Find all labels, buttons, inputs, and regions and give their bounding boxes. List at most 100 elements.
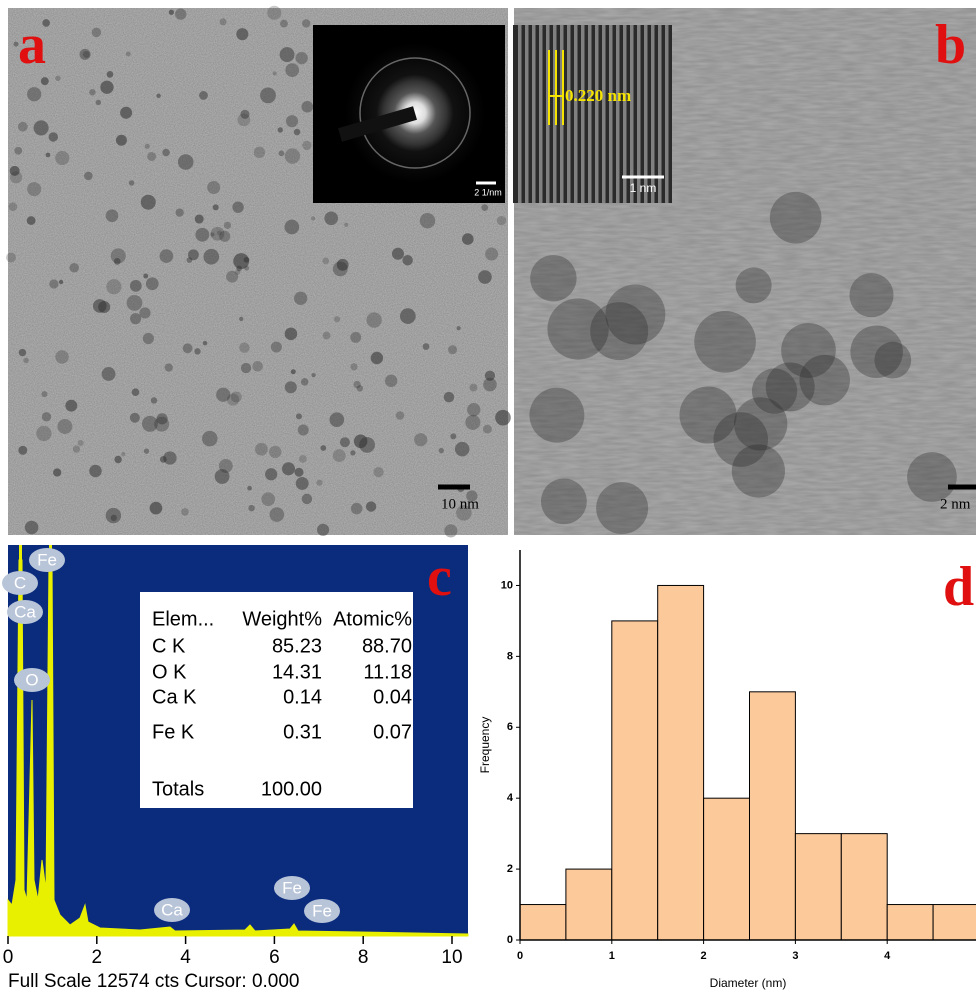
particle	[116, 135, 127, 146]
particle	[420, 213, 435, 228]
particle	[530, 255, 576, 301]
bar	[658, 585, 704, 940]
particle	[273, 71, 277, 75]
particle	[57, 419, 72, 434]
particle	[240, 110, 249, 119]
particle	[84, 172, 93, 181]
peak-label: Fe	[282, 878, 302, 897]
particle	[286, 115, 298, 127]
fringe	[525, 25, 529, 203]
particle	[169, 10, 174, 15]
y-axis-label: Frequency	[478, 717, 492, 774]
particle	[260, 87, 276, 103]
particle	[183, 343, 193, 353]
particle	[239, 342, 249, 352]
panel-c: FeCCaOCaFeFe Elem...Weight%Atomic%C K85.…	[2, 545, 468, 992]
particle	[232, 201, 243, 212]
particle	[270, 507, 285, 522]
particle	[194, 348, 200, 354]
particle	[366, 501, 376, 511]
x-tick-label: 10	[441, 947, 462, 968]
particle	[132, 388, 140, 396]
particle	[181, 508, 189, 516]
scale-label: 2 nm	[940, 496, 971, 512]
particle	[255, 443, 268, 456]
particle	[350, 332, 361, 343]
particle	[114, 456, 121, 463]
particle	[333, 261, 348, 276]
particle	[295, 468, 304, 477]
table-header: Atomic%	[333, 608, 412, 630]
peak-label: Ca	[14, 602, 36, 621]
fringe	[616, 25, 620, 203]
particle	[10, 171, 22, 183]
particle	[121, 452, 125, 456]
particle	[241, 363, 251, 373]
particle	[285, 148, 300, 163]
particle	[485, 248, 498, 261]
figure: 2 1/nm 10 nm a 0.220 nm 1 nm 2 nm b FeCC…	[0, 0, 976, 994]
particle	[139, 307, 150, 318]
particle	[25, 521, 39, 535]
particle	[320, 445, 326, 451]
bar	[612, 621, 658, 940]
particle	[481, 204, 488, 211]
fringe	[602, 25, 606, 203]
fringe	[532, 25, 536, 203]
particle	[55, 350, 68, 363]
particle	[78, 440, 84, 446]
particle	[178, 154, 194, 170]
particle	[150, 502, 163, 515]
particle	[100, 81, 113, 94]
particle	[469, 384, 477, 392]
particle	[301, 378, 309, 386]
particle	[144, 448, 149, 453]
bar	[841, 834, 887, 940]
x-tick-label: 0	[3, 947, 14, 968]
particle	[296, 413, 302, 419]
particle	[366, 312, 381, 327]
particle	[267, 6, 281, 20]
particle	[285, 381, 297, 393]
particle	[302, 19, 310, 27]
particle	[130, 413, 140, 423]
x-tick-label: 6	[269, 947, 280, 968]
x-tick-label: 8	[358, 947, 369, 968]
particle	[396, 411, 405, 420]
particle	[143, 274, 148, 279]
particle	[278, 127, 283, 132]
particle	[324, 211, 338, 225]
y-tick-label: 8	[507, 650, 513, 662]
panel-a: 2 1/nm 10 nm a	[6, 6, 511, 538]
particle	[279, 150, 285, 156]
particle	[23, 358, 28, 363]
particle	[34, 120, 49, 135]
particle	[340, 437, 350, 447]
particle	[145, 144, 150, 149]
particle	[55, 151, 69, 165]
particle	[199, 91, 208, 100]
particle	[284, 220, 299, 235]
particle	[203, 341, 208, 346]
particle	[373, 467, 383, 477]
particle	[9, 202, 18, 211]
particle	[92, 28, 101, 37]
bar	[887, 905, 933, 940]
x-tick-label: 3	[792, 950, 798, 962]
table-total: Totals	[152, 778, 204, 800]
particle	[296, 477, 309, 490]
particle	[27, 87, 41, 101]
particle	[59, 280, 63, 284]
particle	[14, 147, 22, 155]
panel-label: c	[427, 546, 452, 608]
particle	[202, 431, 218, 447]
particle	[285, 63, 299, 77]
particle	[236, 28, 248, 40]
table-cell: 14.31	[272, 661, 322, 683]
particle	[49, 279, 58, 288]
particle	[596, 482, 648, 534]
particle	[359, 437, 375, 453]
particle	[385, 375, 397, 387]
x-tick-label: 2	[92, 947, 103, 968]
table-cell: 88.70	[362, 635, 412, 657]
